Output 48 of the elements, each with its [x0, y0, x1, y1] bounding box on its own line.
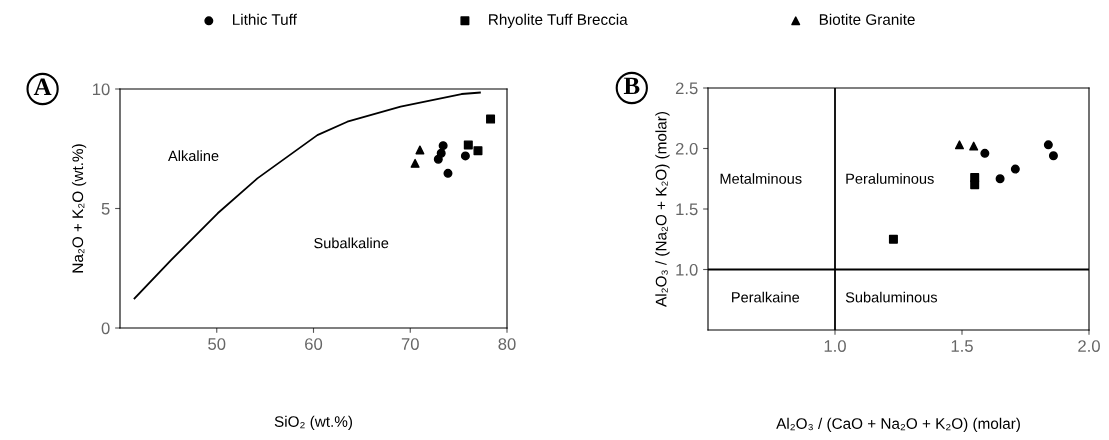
annotation: Peraluminous — [846, 173, 934, 184]
x-axis-title: Al₂O₃ / (CaO + Na₂O + K₂O) (molar) — [776, 417, 1020, 432]
y-tick-label: 2.5 — [675, 82, 698, 95]
y-tick-label: 1.5 — [676, 203, 698, 216]
legend-label: Rhyolite Tuff Breccia — [489, 13, 628, 28]
y-tick-label: 2.0 — [675, 142, 698, 155]
point — [486, 114, 496, 124]
y-tick-label: 1.0 — [676, 263, 698, 276]
annotation: Peralkaine — [732, 291, 800, 303]
point — [995, 174, 1005, 184]
point — [970, 180, 980, 190]
x-tick-label: 2.0 — [1078, 340, 1100, 352]
point — [433, 154, 443, 164]
point — [410, 158, 420, 168]
text: B — [623, 77, 640, 95]
y-tick-label: 0 — [101, 322, 110, 335]
legend-label: Biotite Granite — [819, 13, 915, 25]
point — [1048, 151, 1058, 161]
annotation: Subaluminous — [845, 291, 938, 303]
point — [415, 145, 425, 155]
point — [1043, 140, 1053, 150]
x-tick-label: 50 — [208, 338, 226, 350]
point — [463, 140, 473, 150]
point — [980, 148, 990, 158]
point — [1010, 164, 1020, 174]
legend-label: Lithic Tuff — [233, 13, 297, 25]
y-tick-label: 10 — [93, 83, 110, 96]
x-tick-label: 1.0 — [824, 340, 846, 352]
annotation: Alkaline — [168, 150, 219, 162]
annotation: Subalkaline — [314, 237, 389, 249]
text: A — [33, 78, 52, 96]
y-axis-title: Al₂O₃ / (Na₂O + K₂O) (molar) — [655, 111, 670, 307]
x-tick-label: 80 — [498, 338, 516, 350]
point — [473, 146, 483, 156]
point — [954, 140, 964, 150]
point — [438, 141, 448, 151]
x-tick-label: 70 — [401, 338, 419, 350]
point — [443, 168, 453, 178]
point — [888, 234, 898, 244]
point — [460, 151, 470, 161]
point — [969, 141, 979, 151]
x-axis-title: SiO₂ (wt.%) — [274, 415, 353, 430]
x-tick-label: 1.5 — [951, 340, 973, 352]
x-tick-label: 60 — [305, 338, 323, 350]
y-axis-title: Na₂O + K₂O (wt.%) — [71, 144, 87, 273]
y-tick-label: 5 — [101, 203, 110, 215]
annotation: Metalminous — [720, 173, 802, 184]
line-series — [133, 91, 481, 300]
